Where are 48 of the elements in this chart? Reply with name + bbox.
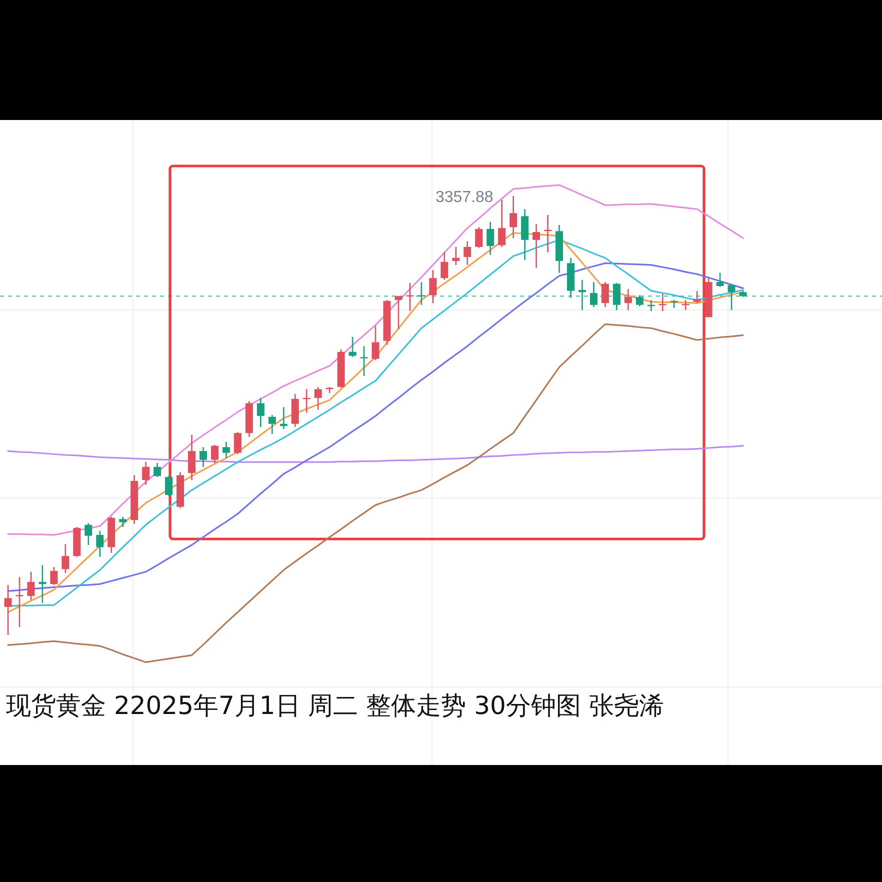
candlestick: [440, 252, 448, 280]
candlestick: [532, 223, 540, 269]
candlestick: [406, 282, 414, 312]
candlestick: [314, 386, 322, 410]
candlestick: [154, 462, 162, 478]
candlestick: [256, 397, 264, 428]
candlestick: [280, 406, 288, 430]
candlestick: [372, 325, 380, 361]
candlestick: [84, 522, 92, 546]
candlestick: [636, 294, 644, 307]
candlestick: [394, 295, 402, 330]
candlestick: [464, 240, 472, 266]
candlestick: [498, 199, 506, 248]
candlestick: [728, 283, 736, 311]
candlestick: [418, 281, 426, 306]
candlestick: [348, 336, 356, 358]
annotation: 3357.88: [435, 189, 494, 206]
text: 现货黄金 22025年7月1日 周二 整体走势 30分钟图 张尧浠: [6, 691, 664, 720]
candlestick: [234, 432, 242, 455]
candlestick: [222, 441, 230, 459]
candlestick: [716, 272, 724, 288]
candlestick: [612, 282, 620, 311]
candlestick: [165, 475, 173, 496]
candlestick: [210, 444, 218, 464]
candlestick: [578, 279, 586, 311]
candlestick: [452, 246, 460, 266]
candlestick: [62, 543, 70, 574]
candlestick: [475, 226, 483, 248]
candlestick: [188, 434, 196, 481]
candlestick: [4, 584, 12, 636]
candlestick: [601, 281, 609, 308]
candlestick: [27, 571, 35, 601]
candlestick: [360, 345, 368, 377]
candlestick: [119, 516, 127, 528]
candlestick: [429, 270, 437, 304]
candlestick: [510, 195, 518, 239]
candlestick: [521, 208, 529, 261]
candlestick: [693, 290, 701, 304]
candlestick: [624, 288, 632, 311]
candlestick: [590, 281, 598, 308]
candlestick: [268, 414, 276, 435]
candlestick: [50, 566, 58, 586]
candlestick: [142, 461, 150, 486]
candlestick: [38, 564, 46, 604]
candlestick: [96, 530, 104, 558]
candlestick: [199, 446, 207, 468]
candlestick: [16, 576, 24, 628]
candlestick: [486, 221, 494, 256]
